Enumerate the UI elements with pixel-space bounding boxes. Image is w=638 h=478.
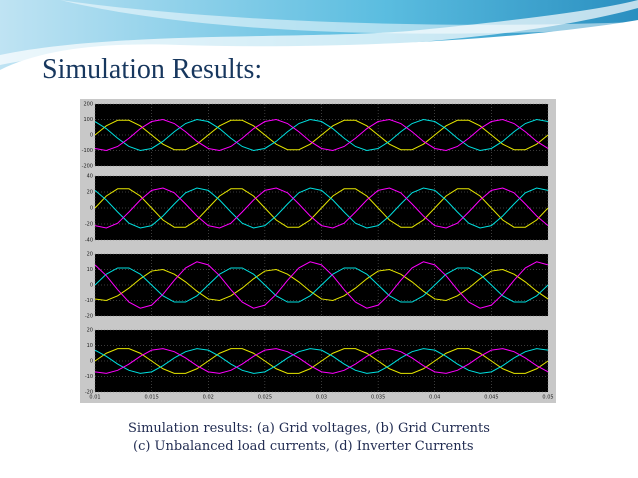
series-line: [94, 267, 549, 303]
x-tick-label: 0.035: [371, 395, 385, 401]
series-line: [94, 118, 549, 152]
y-tick-label: 20: [87, 190, 93, 196]
y-tick-label: 10: [87, 343, 93, 349]
y-tick-label: 40: [87, 174, 93, 180]
slide-title: Simulation Results:: [42, 54, 262, 85]
y-tick-label: -10: [85, 298, 93, 304]
y-tick-label: 0: [90, 359, 93, 365]
y-tick-label: -20: [85, 390, 93, 396]
series-line: [94, 119, 549, 151]
y-tick-label: -20: [85, 314, 93, 320]
y-tick-label: 0: [90, 206, 93, 212]
series-line: [94, 261, 549, 309]
x-tick-label: 0.045: [484, 395, 498, 401]
series-line: [94, 268, 549, 302]
x-tick-label: 0.03: [316, 395, 327, 401]
caption-line: Simulation results: (a) Grid voltages, (…: [128, 421, 490, 436]
x-tick-label: 0.04: [429, 395, 440, 401]
y-tick-label: -20: [85, 222, 93, 228]
y-tick-label: -100: [82, 148, 93, 154]
x-tick-label: 0.025: [258, 395, 272, 401]
x-tick-label: 0.05: [542, 395, 553, 401]
series-line: [94, 348, 549, 374]
y-tick-label: 20: [87, 252, 93, 258]
y-tick-label: 100: [83, 117, 93, 123]
y-tick-label: 200: [83, 102, 93, 108]
y-tick-label: 20: [87, 328, 93, 334]
y-tick-label: 0: [90, 133, 93, 139]
series-line: [94, 187, 549, 229]
plots: -200-1000100200-40-2002040-20-1001020-20…: [82, 102, 554, 401]
series-line: [94, 348, 549, 374]
x-tick-label: 0.015: [144, 395, 158, 401]
x-tick-label: 0.01: [89, 395, 100, 401]
series-line: [94, 348, 549, 374]
y-tick-label: 0: [90, 283, 93, 289]
y-tick-label: -200: [82, 164, 93, 170]
y-tick-label: -10: [85, 374, 93, 380]
header-swoosh-line: [60, 0, 638, 34]
y-tick-label: -40: [85, 238, 93, 244]
x-tick-label: 0.02: [203, 395, 214, 401]
y-tick-label: 10: [87, 267, 93, 273]
header-swoosh-light: [0, 0, 638, 65]
series-line: [94, 188, 549, 228]
caption-line: (c) Unbalanced load currents, (d) Invert…: [133, 439, 474, 454]
series-line: [94, 187, 549, 229]
series-line: [94, 118, 549, 152]
